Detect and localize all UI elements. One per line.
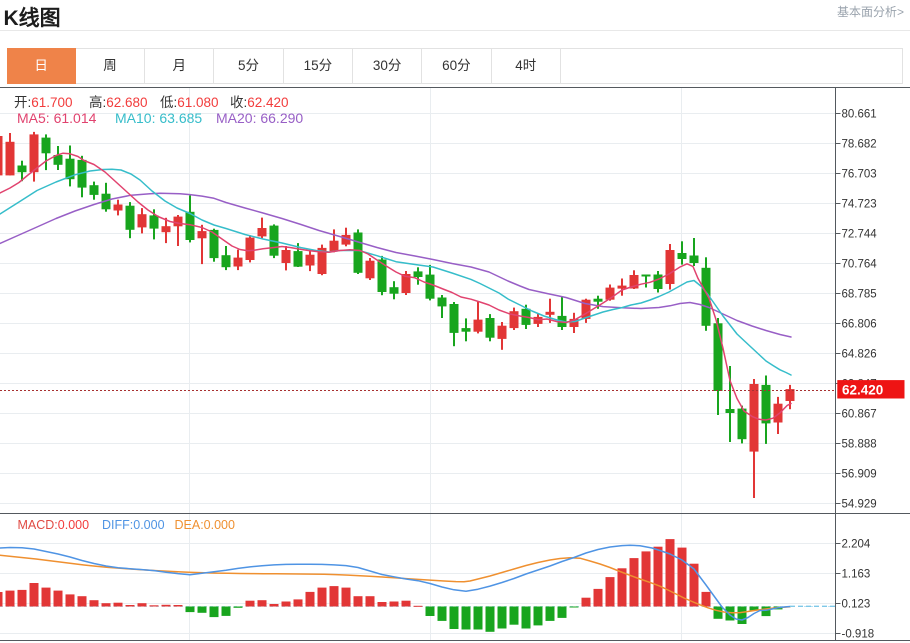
svg-text:-0.918: -0.918 [842, 628, 875, 640]
svg-text:54.929: 54.929 [842, 498, 877, 510]
svg-text:76.703: 76.703 [842, 168, 877, 180]
svg-text:58.888: 58.888 [842, 438, 877, 450]
svg-text:68.785: 68.785 [842, 288, 877, 300]
svg-text:74.723: 74.723 [842, 198, 877, 210]
svg-text:78.682: 78.682 [842, 138, 877, 150]
svg-text:62.420: 62.420 [842, 383, 883, 398]
svg-text:0.123: 0.123 [842, 598, 871, 610]
svg-text:70.764: 70.764 [842, 258, 878, 270]
svg-text:66.806: 66.806 [842, 318, 877, 330]
svg-text:72.744: 72.744 [842, 228, 878, 240]
svg-text:80.661: 80.661 [842, 108, 877, 120]
svg-text:2.204: 2.204 [842, 538, 871, 550]
svg-text:56.909: 56.909 [842, 468, 877, 480]
svg-text:60.867: 60.867 [842, 408, 877, 420]
svg-text:64.826: 64.826 [842, 348, 877, 360]
svg-text:1.163: 1.163 [842, 568, 871, 580]
